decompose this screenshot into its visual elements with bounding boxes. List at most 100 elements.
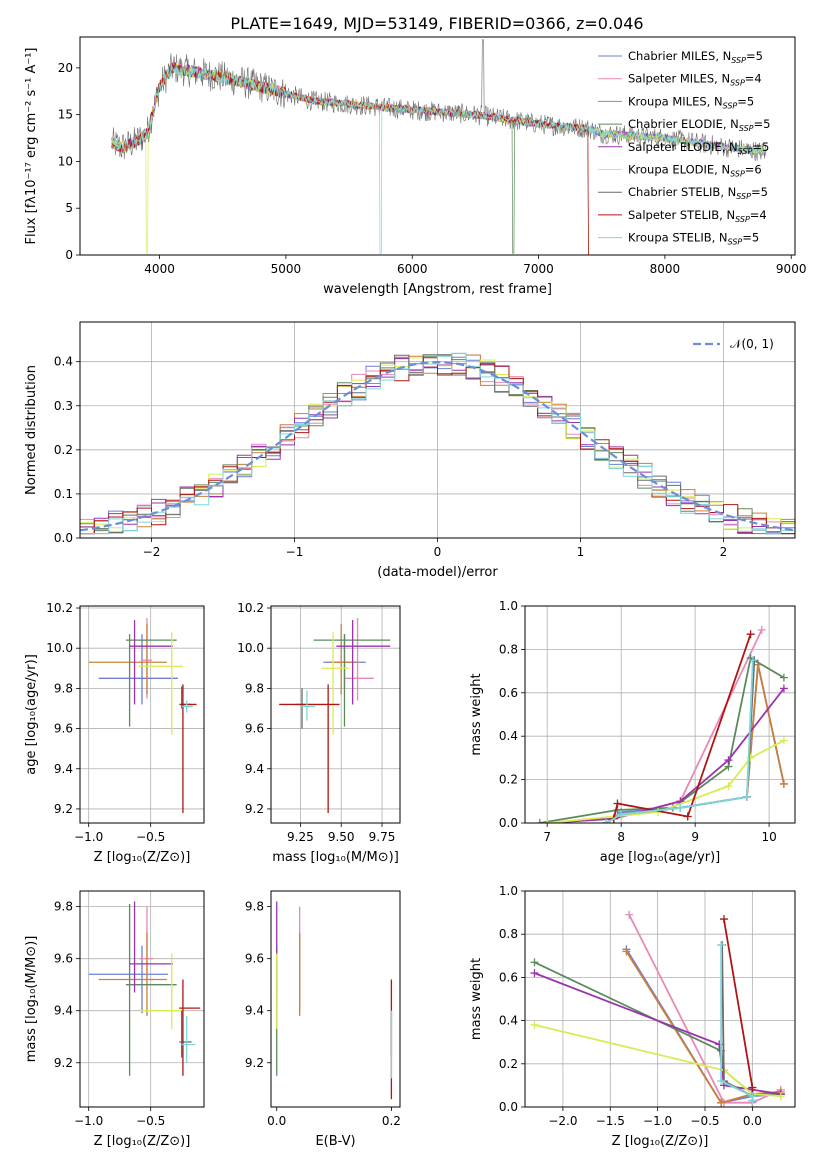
legend-entry-spectrum: Chabrier ELODIE, NSSP=5 [628,117,770,133]
y-tick-label: 0 [65,248,73,262]
x-tick-label: −1.0 [74,830,103,844]
plot-area-spectrum [111,39,767,255]
x-tick-label: 9.25 [287,830,314,844]
y-tick-label: 9.4 [54,1004,73,1018]
y-tick-label: 9.2 [245,802,264,816]
weight-marker-2 [779,779,788,788]
spectrum-line-3 [111,64,767,254]
x-axis-label: Z [log₁₀(Z/Z⊙)] [612,1134,709,1149]
x-tick-label: 0.0 [743,1114,762,1128]
x-tick-label: 9.75 [369,830,396,844]
panel-massweight_vs_age: 7 8 9 10 0.0 0.2 0.4 0.6 0.8 1.0 age [log₁₀(age/yr… [469,599,796,865]
panel-massweight_vs_Z: −2.0 −1.5 −1.0 −0.5 0.0 0.0 0.2 0.4 0.6 0.8 1.0 Z [… [469,884,796,1149]
x-tick-label: 0.0 [267,1114,286,1128]
plot-area-mass_vs_Z [88,901,201,1076]
y-tick-label: 10.2 [237,601,264,615]
y-tick-label: 1.0 [499,884,518,898]
y-tick-label: 10.2 [46,601,73,615]
weight-line-8 [720,945,754,1101]
y-axis-label: mass [log₁₀(M/M⊙)] [24,936,39,1063]
x-tick-label: −2.0 [548,1114,577,1128]
x-tick-label: 0 [434,545,442,559]
axes-frame [79,890,205,1108]
weight-marker-7 [746,630,755,639]
x-tick-label: −1.0 [74,1114,103,1128]
weight-marker-8 [602,819,611,823]
weight-marker-3 [779,673,788,682]
y-tick-label: 0.4 [54,355,73,369]
weight-marker-1 [625,910,634,919]
y-tick-label: 0.6 [499,970,518,984]
legend-entry-spectrum: Salpeter STELIB, NSSP=4 [628,208,767,224]
x-tick-label: 9.50 [328,830,355,844]
y-tick-label: 9.6 [54,722,73,736]
weight-marker-7 [748,1083,757,1092]
x-tick-label: 7 [543,830,551,844]
weight-marker-4 [530,969,539,978]
histogram-step-6 [80,354,795,535]
x-tick-label: −1.0 [643,1114,672,1128]
y-axis-label: age [log₁₀(age/yr)] [24,654,39,775]
weight-marker-8 [748,1096,757,1105]
weight-line-2 [625,951,781,1104]
y-tick-label: 9.8 [54,900,73,914]
y-tick-label: 0.6 [499,686,518,700]
x-tick-label: 8 [617,830,625,844]
y-tick-label: 9.6 [245,722,264,736]
weight-line-1 [628,914,782,1104]
x-tick-label: 9000 [776,262,807,276]
weight-marker-2 [717,1098,726,1107]
y-axis-label: mass weight [469,673,484,755]
y-tick-label: 1.0 [499,599,518,613]
x-tick-label: 1 [577,545,585,559]
weight-marker-2 [622,947,631,956]
panel-age_vs_mass: 9.25 9.50 9.75 9.2 9.4 9.6 9.8 10.0 10.2 mass [lo… [237,601,401,865]
y-tick-label: 15 [58,108,73,122]
y-tick-label: 0.0 [499,816,518,830]
x-tick-label: 8000 [650,262,681,276]
x-tick-label: −1.5 [596,1114,625,1128]
x-tick-label: −2 [143,545,161,559]
y-tick-label: 20 [58,61,73,75]
plot-area-residuals [80,352,795,535]
axes-frame [79,36,796,256]
x-tick-label: 0.2 [382,1114,401,1128]
weight-line-0 [625,948,781,1104]
weight-marker-8 [617,810,626,819]
weight-line-3 [539,656,785,823]
weight-marker-3 [530,958,539,967]
weight-marker-8 [748,656,757,665]
y-tick-label: 9.2 [54,1056,73,1070]
x-axis-label: Z [log₁₀(Z/Z⊙)] [94,850,191,865]
histogram-step-7 [80,357,795,535]
y-tick-label: 9.2 [245,1056,264,1070]
axes-frame [79,605,205,824]
y-tick-label: 0.2 [54,443,73,457]
legend-entry-spectrum: Chabrier STELIB, NSSP=5 [628,185,768,201]
panel-residuals: −2 −1 0 1 2 0.0 0.1 0.2 0.3 0.4 (data-model)/error… [24,321,796,580]
y-tick-label: 0.0 [54,531,73,545]
weight-marker-5 [779,736,788,745]
x-tick-label: 5000 [271,262,302,276]
plot-area-age_vs_Z [88,618,197,813]
x-axis-label: E(B-V) [315,1134,355,1149]
weight-marker-1 [757,625,766,634]
axes-frame [270,605,401,824]
y-tick-label: 9.6 [54,952,73,966]
plot-area-mass_vs_EBV [276,901,393,1100]
y-tick-label: 9.8 [245,900,264,914]
x-tick-label: 2 [720,545,728,559]
y-tick-label: 0.2 [499,773,518,787]
y-axis-label: mass weight [469,958,484,1040]
figure-title: PLATE=1649, MJD=53149, FIBERID=0366, z=0… [230,14,643,33]
weight-marker-4 [779,684,788,693]
x-axis-label: age [log₁₀(age/yr)] [600,850,721,865]
legend-entry-spectrum: Kroupa ELODIE, NSSP=6 [628,163,762,179]
x-tick-label: 4000 [144,262,175,276]
plot-area-massweight_vs_age [535,625,788,823]
y-tick-label: 5 [65,201,73,215]
y-tick-label: 10.0 [46,641,73,655]
y-tick-label: 0.2 [499,1057,518,1071]
y-axis-label: Normed distribution [24,365,39,495]
y-tick-label: 10 [58,154,73,168]
